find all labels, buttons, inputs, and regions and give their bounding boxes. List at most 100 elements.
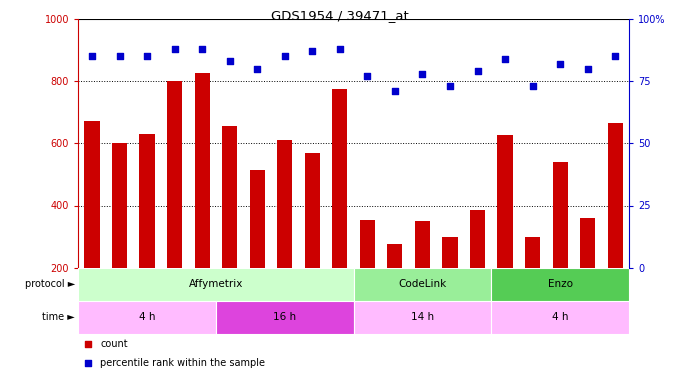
Text: GSM73349: GSM73349 <box>364 278 371 317</box>
Text: GDS1954 / 39471_at: GDS1954 / 39471_at <box>271 9 409 22</box>
Point <box>390 88 401 94</box>
Text: 16 h: 16 h <box>273 312 296 322</box>
Bar <box>188 268 216 333</box>
Bar <box>547 268 574 333</box>
Bar <box>525 237 540 268</box>
Text: GSM73363: GSM73363 <box>199 278 205 317</box>
Bar <box>333 89 347 268</box>
Text: GSM73361: GSM73361 <box>144 278 150 317</box>
Point <box>555 61 566 67</box>
Bar <box>78 301 216 334</box>
Point <box>472 68 483 74</box>
Bar <box>305 153 320 268</box>
Bar <box>574 268 601 333</box>
Text: Affymetrix: Affymetrix <box>189 279 243 289</box>
Bar <box>491 268 629 301</box>
Text: 4 h: 4 h <box>552 312 568 322</box>
Bar <box>222 126 237 268</box>
Point <box>527 83 538 89</box>
Point <box>197 46 207 52</box>
Bar <box>409 268 437 333</box>
Bar <box>360 219 375 268</box>
Text: GSM73354: GSM73354 <box>502 278 508 317</box>
Text: time ►: time ► <box>42 312 75 322</box>
Point <box>82 360 93 366</box>
Bar <box>437 268 464 333</box>
Point <box>610 53 621 59</box>
Point <box>279 53 290 59</box>
Point <box>114 53 125 59</box>
Text: GSM73345: GSM73345 <box>254 278 260 317</box>
Bar <box>250 170 265 268</box>
Bar <box>354 268 491 301</box>
Point <box>582 66 593 72</box>
Bar <box>112 143 127 268</box>
Text: GSM73360: GSM73360 <box>116 278 122 317</box>
Bar <box>381 268 409 333</box>
Bar <box>443 237 458 268</box>
Text: GSM73348: GSM73348 <box>337 278 343 317</box>
Bar <box>491 268 519 333</box>
Bar <box>243 268 271 333</box>
Text: CodeLink: CodeLink <box>398 279 447 289</box>
Text: 4 h: 4 h <box>139 312 155 322</box>
Bar <box>464 268 491 333</box>
Text: GSM73346: GSM73346 <box>282 278 288 317</box>
Text: GSM73357: GSM73357 <box>585 278 591 317</box>
Point <box>417 70 428 76</box>
Point <box>224 58 235 64</box>
Text: 14 h: 14 h <box>411 312 434 322</box>
Bar <box>326 268 354 333</box>
Text: GSM73344: GSM73344 <box>226 278 233 317</box>
Text: GSM73359: GSM73359 <box>89 278 95 317</box>
Bar <box>388 244 403 268</box>
Bar <box>139 134 154 268</box>
Bar <box>133 268 160 333</box>
Point <box>362 73 373 79</box>
Text: count: count <box>100 339 128 349</box>
Text: GSM73355: GSM73355 <box>530 278 536 317</box>
Bar <box>354 301 491 334</box>
Text: GSM73352: GSM73352 <box>447 278 453 317</box>
Bar <box>78 268 354 301</box>
Point <box>500 56 511 62</box>
Text: GSM73351: GSM73351 <box>420 278 426 317</box>
Bar <box>216 268 243 333</box>
Point <box>169 46 180 52</box>
Point <box>86 53 97 59</box>
Point <box>445 83 456 89</box>
Bar <box>519 268 547 333</box>
Text: GSM73353: GSM73353 <box>475 278 481 317</box>
Bar <box>160 268 188 333</box>
Bar <box>216 301 354 334</box>
Bar <box>580 218 595 268</box>
Bar <box>78 268 106 333</box>
Point <box>252 66 262 72</box>
Bar <box>470 210 485 268</box>
Bar <box>602 268 629 333</box>
Bar <box>354 268 381 333</box>
Bar <box>271 268 299 333</box>
Bar <box>415 221 430 268</box>
Text: GSM73356: GSM73356 <box>557 278 563 317</box>
Text: GSM73362: GSM73362 <box>171 278 177 317</box>
Bar <box>299 268 326 333</box>
Bar <box>608 123 623 268</box>
Bar <box>491 301 629 334</box>
Text: percentile rank within the sample: percentile rank within the sample <box>100 358 265 368</box>
Point <box>82 341 93 347</box>
Bar <box>106 268 133 333</box>
Point <box>141 53 152 59</box>
Bar <box>553 162 568 268</box>
Text: GSM73350: GSM73350 <box>392 278 398 317</box>
Text: protocol ►: protocol ► <box>24 279 75 289</box>
Point <box>335 46 345 52</box>
Bar <box>498 135 513 268</box>
Text: Enzo: Enzo <box>547 279 573 289</box>
Bar <box>277 140 292 268</box>
Bar <box>167 81 182 268</box>
Text: GSM73358: GSM73358 <box>612 278 618 317</box>
Bar <box>84 122 99 268</box>
Bar <box>194 73 209 268</box>
Text: GSM73347: GSM73347 <box>309 278 316 317</box>
